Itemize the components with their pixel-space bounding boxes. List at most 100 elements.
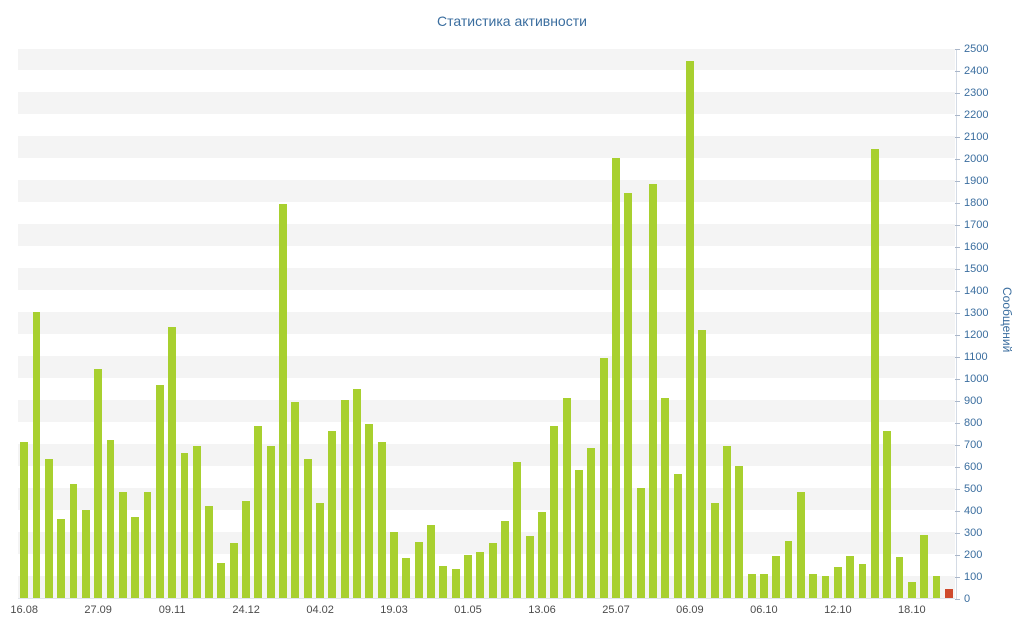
x-tick-label: 01.05 [454,604,482,616]
y-tick-label: 1200 [964,329,989,341]
y-tick-label: 2000 [964,153,989,165]
y-tick-label: 800 [964,417,983,429]
bar [562,397,571,598]
bar [513,461,522,598]
bar [353,389,361,598]
y-tick-label: 2100 [964,131,989,143]
bar [20,441,29,598]
x-tick-label: 19.03 [380,604,408,616]
bar [685,61,694,598]
bar [575,470,583,598]
bar [759,573,768,598]
bar [365,424,374,598]
bar [242,501,250,598]
y-tick-mark [955,93,960,94]
y-tick-mark [955,181,960,182]
bar [217,562,226,598]
y-axis-title: Сообщений [1000,287,1014,353]
y-tick-label: 0 [964,593,971,605]
y-tick-mark [955,533,960,534]
y-tick-mark [955,357,960,358]
bar [94,369,103,598]
bar [81,510,90,598]
bar [32,312,41,598]
y-tick-mark [955,467,960,468]
bar [451,569,460,598]
bar [550,426,559,598]
x-tick-label: 18.10 [898,604,926,616]
y-tick-mark [955,203,960,204]
bar [624,193,633,598]
y-tick-mark [955,555,960,556]
bar [168,327,177,598]
bar [587,448,596,598]
y-tick-label: 1100 [964,351,988,363]
bar [735,466,744,598]
y-tick-mark [955,225,960,226]
bar [266,446,275,598]
bar [57,518,66,598]
bar [821,576,830,598]
bar [143,492,152,598]
x-tick-label: 25.07 [602,604,630,616]
y-tick-mark [955,445,960,446]
bar [118,492,127,598]
y-tick-label: 500 [964,483,983,495]
bar [155,384,164,598]
y-tick-label: 1800 [964,197,989,209]
bar [833,567,842,598]
bar [439,566,448,598]
chart-title: Статистика активности [437,13,587,29]
bar [328,430,337,598]
y-tick-label: 1400 [964,285,989,297]
bar [661,397,670,598]
y-tick-label: 400 [964,505,983,517]
bar [747,573,756,598]
bar [895,557,904,598]
bar [476,551,485,598]
y-axis-line [956,49,957,600]
y-tick-label: 200 [964,549,983,561]
bar [279,204,287,598]
bar [291,402,300,598]
bar [932,576,941,598]
y-tick-label: 600 [964,461,983,473]
bar [501,521,509,598]
y-tick-mark [955,511,960,512]
bar [870,149,879,598]
y-tick-mark [955,599,960,600]
y-tick-label: 100 [964,571,983,583]
bar [464,555,472,598]
x-tick-label: 04.02 [306,604,334,616]
bar [131,516,140,598]
y-tick-mark [955,71,960,72]
bar [784,540,793,598]
bar [858,563,867,598]
y-tick-label: 2200 [964,109,989,121]
y-tick-mark [955,49,960,50]
bar [229,543,238,598]
bar [883,430,892,598]
x-tick-label: 13.06 [528,604,556,616]
x-tick-label: 27.09 [84,604,112,616]
bar [612,158,620,598]
bar [710,503,719,598]
bar [809,573,818,598]
bar [907,581,916,598]
bar [920,535,929,598]
y-tick-mark [955,137,960,138]
y-tick-label: 700 [964,439,983,451]
bar [846,556,855,598]
bar [599,358,608,598]
bar [649,184,657,598]
y-tick-mark [955,269,960,270]
x-tick-label: 12.10 [824,604,852,616]
y-tick-label: 1500 [964,263,989,275]
bar [488,543,497,598]
y-tick-label: 1700 [964,219,989,231]
bar [402,558,411,598]
y-tick-label: 1600 [964,241,989,253]
y-tick-mark [955,379,960,380]
y-tick-mark [955,335,960,336]
bar [205,505,214,598]
